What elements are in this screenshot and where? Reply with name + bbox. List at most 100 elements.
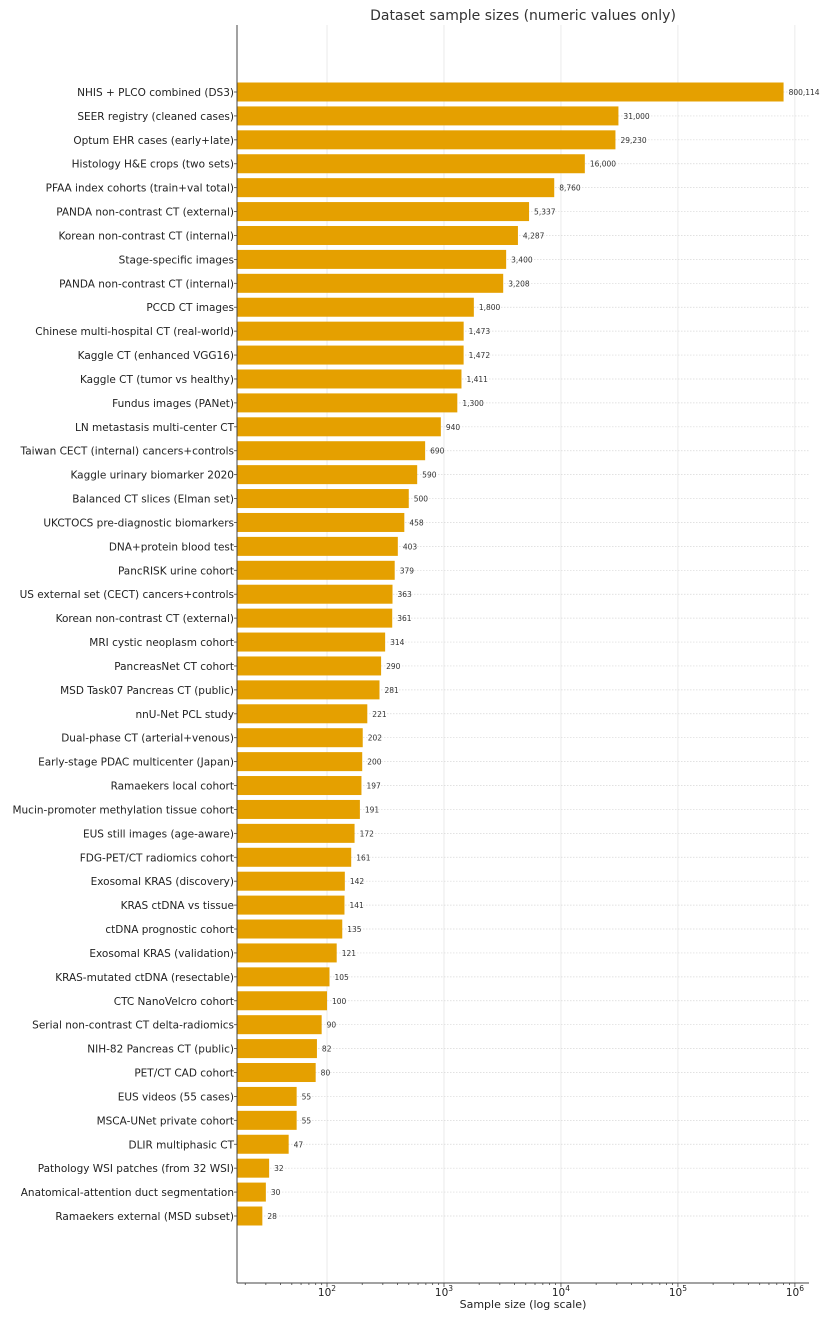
y-tick-label: EUS videos (55 cases): [118, 1091, 234, 1103]
y-tick-label: Balanced CT slices (Elman set): [72, 494, 234, 506]
y-tick-label: Anatomical-attention duct segmentation: [21, 1187, 234, 1199]
data-label: 5,337: [534, 208, 556, 217]
y-tick-label: Kaggle CT (tumor vs healthy): [80, 374, 234, 386]
bar: [237, 417, 441, 437]
data-label: 1,300: [462, 399, 484, 408]
data-label: 290: [386, 662, 401, 671]
bar: [237, 608, 393, 628]
data-label: 940: [446, 423, 461, 432]
data-label: 379: [400, 566, 415, 575]
y-tick-label: PCCD CT images: [146, 302, 234, 314]
bar: [237, 560, 395, 580]
y-tick-label: MRI cystic neoplasm cohort: [89, 637, 234, 649]
y-tick-label: PFAA index cohorts (train+val total): [46, 183, 234, 195]
data-label: 31,000: [623, 112, 649, 121]
y-tick-label: PANDA non-contrast CT (external): [56, 207, 234, 219]
data-label: 172: [360, 829, 375, 838]
y-tick-label: PancRISK urine cohort: [118, 565, 234, 577]
bar: [237, 369, 462, 389]
bar: [237, 249, 507, 269]
bar: [237, 393, 458, 413]
y-tick-label: MSD Task07 Pancreas CT (public): [60, 685, 234, 697]
data-label: 105: [334, 973, 349, 982]
bar: [237, 441, 426, 461]
y-tick-label: US external set (CECT) cancers+controls: [20, 589, 234, 601]
data-label: 100: [332, 997, 347, 1006]
data-label: 55: [302, 1092, 312, 1101]
bar: [237, 178, 555, 198]
data-label: 690: [430, 447, 445, 456]
data-label: 29,230: [620, 136, 646, 145]
bar: [237, 704, 368, 724]
bar: [237, 656, 382, 676]
data-label: 141: [349, 901, 364, 910]
bar: [237, 776, 362, 796]
data-label: 363: [398, 590, 413, 599]
bar: [237, 752, 363, 772]
y-tick-labels: NHIS + PLCO combined (DS3) SEER registry …: [12, 87, 237, 1223]
y-tick-label: EUS still images (age-aware): [83, 828, 234, 840]
bar: [237, 130, 616, 150]
y-tick-label: Kaggle urinary biomarker 2020: [70, 470, 234, 482]
y-tick-label: Mucin-promoter methylation tissue cohort: [12, 804, 234, 816]
bar: [237, 106, 619, 126]
bar: [237, 632, 386, 652]
y-tick-label: Pathology WSI patches (from 32 WSI): [38, 1163, 234, 1175]
y-tick-label: SEER registry (cleaned cases): [77, 111, 234, 123]
y-tick-label: Early-stage PDAC multicenter (Japan): [38, 757, 234, 769]
bar: [237, 919, 343, 939]
data-label: 1,411: [466, 375, 488, 384]
bar: [237, 991, 328, 1011]
data-label: 8,760: [559, 184, 581, 193]
data-label: 202: [368, 734, 383, 743]
bar: [237, 967, 330, 987]
bar: [237, 536, 398, 556]
y-tick-label: NHIS + PLCO combined (DS3): [77, 87, 234, 99]
x-tick-labels: 102 103 104 105 106: [318, 1284, 804, 1299]
bar: [237, 584, 393, 604]
bar: [237, 1182, 266, 1202]
data-label: 80: [321, 1069, 331, 1078]
data-label: 500: [414, 495, 429, 504]
y-tick-label: Korean non-contrast CT (external): [56, 613, 234, 625]
y-tick-label: ctDNA prognostic cohort: [105, 924, 234, 936]
data-label: 200: [367, 758, 382, 767]
data-label: 361: [397, 614, 412, 623]
y-tick-label: Optum EHR cases (early+late): [73, 135, 234, 147]
bars: [237, 82, 784, 1226]
data-label: 82: [322, 1045, 332, 1054]
data-label: 3,208: [508, 279, 530, 288]
y-tick-label: Ramaekers local cohort: [111, 781, 234, 793]
bar: [237, 1015, 322, 1035]
data-label: 1,473: [469, 327, 491, 336]
data-label: 55: [302, 1116, 312, 1125]
data-label: 30: [271, 1188, 281, 1197]
bar: [237, 489, 409, 509]
chart-title: Dataset sample sizes (numeric values onl…: [370, 8, 676, 24]
data-label: 3,400: [511, 255, 533, 264]
data-label: 16,000: [590, 160, 616, 169]
y-tick-label: PANDA non-contrast CT (internal): [59, 278, 234, 290]
data-label: 142: [350, 877, 365, 886]
y-tick-label: nnU-Net PCL study: [135, 709, 234, 721]
y-tick-label: MSCA-UNet private cohort: [97, 1115, 234, 1127]
data-label: 197: [366, 782, 381, 791]
x-tick-label: 103: [435, 1284, 453, 1299]
y-tick-label: NIH-82 Pancreas CT (public): [87, 1044, 234, 1056]
bar: [237, 1086, 297, 1106]
bar: [237, 1110, 297, 1130]
data-label: 90: [327, 1021, 337, 1030]
x-tick-label: 104: [552, 1284, 570, 1299]
y-tick-label: Taiwan CECT (internal) cancers+controls: [20, 446, 234, 458]
bar: [237, 321, 464, 341]
bar: [237, 1158, 270, 1178]
y-tick-label: Histology H&E crops (two sets): [72, 159, 234, 171]
bar: [237, 895, 345, 915]
bar: [237, 512, 405, 532]
data-label: 590: [422, 471, 437, 480]
bar: [237, 82, 784, 102]
x-tick-label: 106: [786, 1284, 804, 1299]
y-tick-label: Exosomal KRAS (validation): [89, 948, 234, 960]
bar: [237, 847, 352, 867]
y-tick-label: PET/CT CAD cohort: [134, 1068, 234, 1080]
